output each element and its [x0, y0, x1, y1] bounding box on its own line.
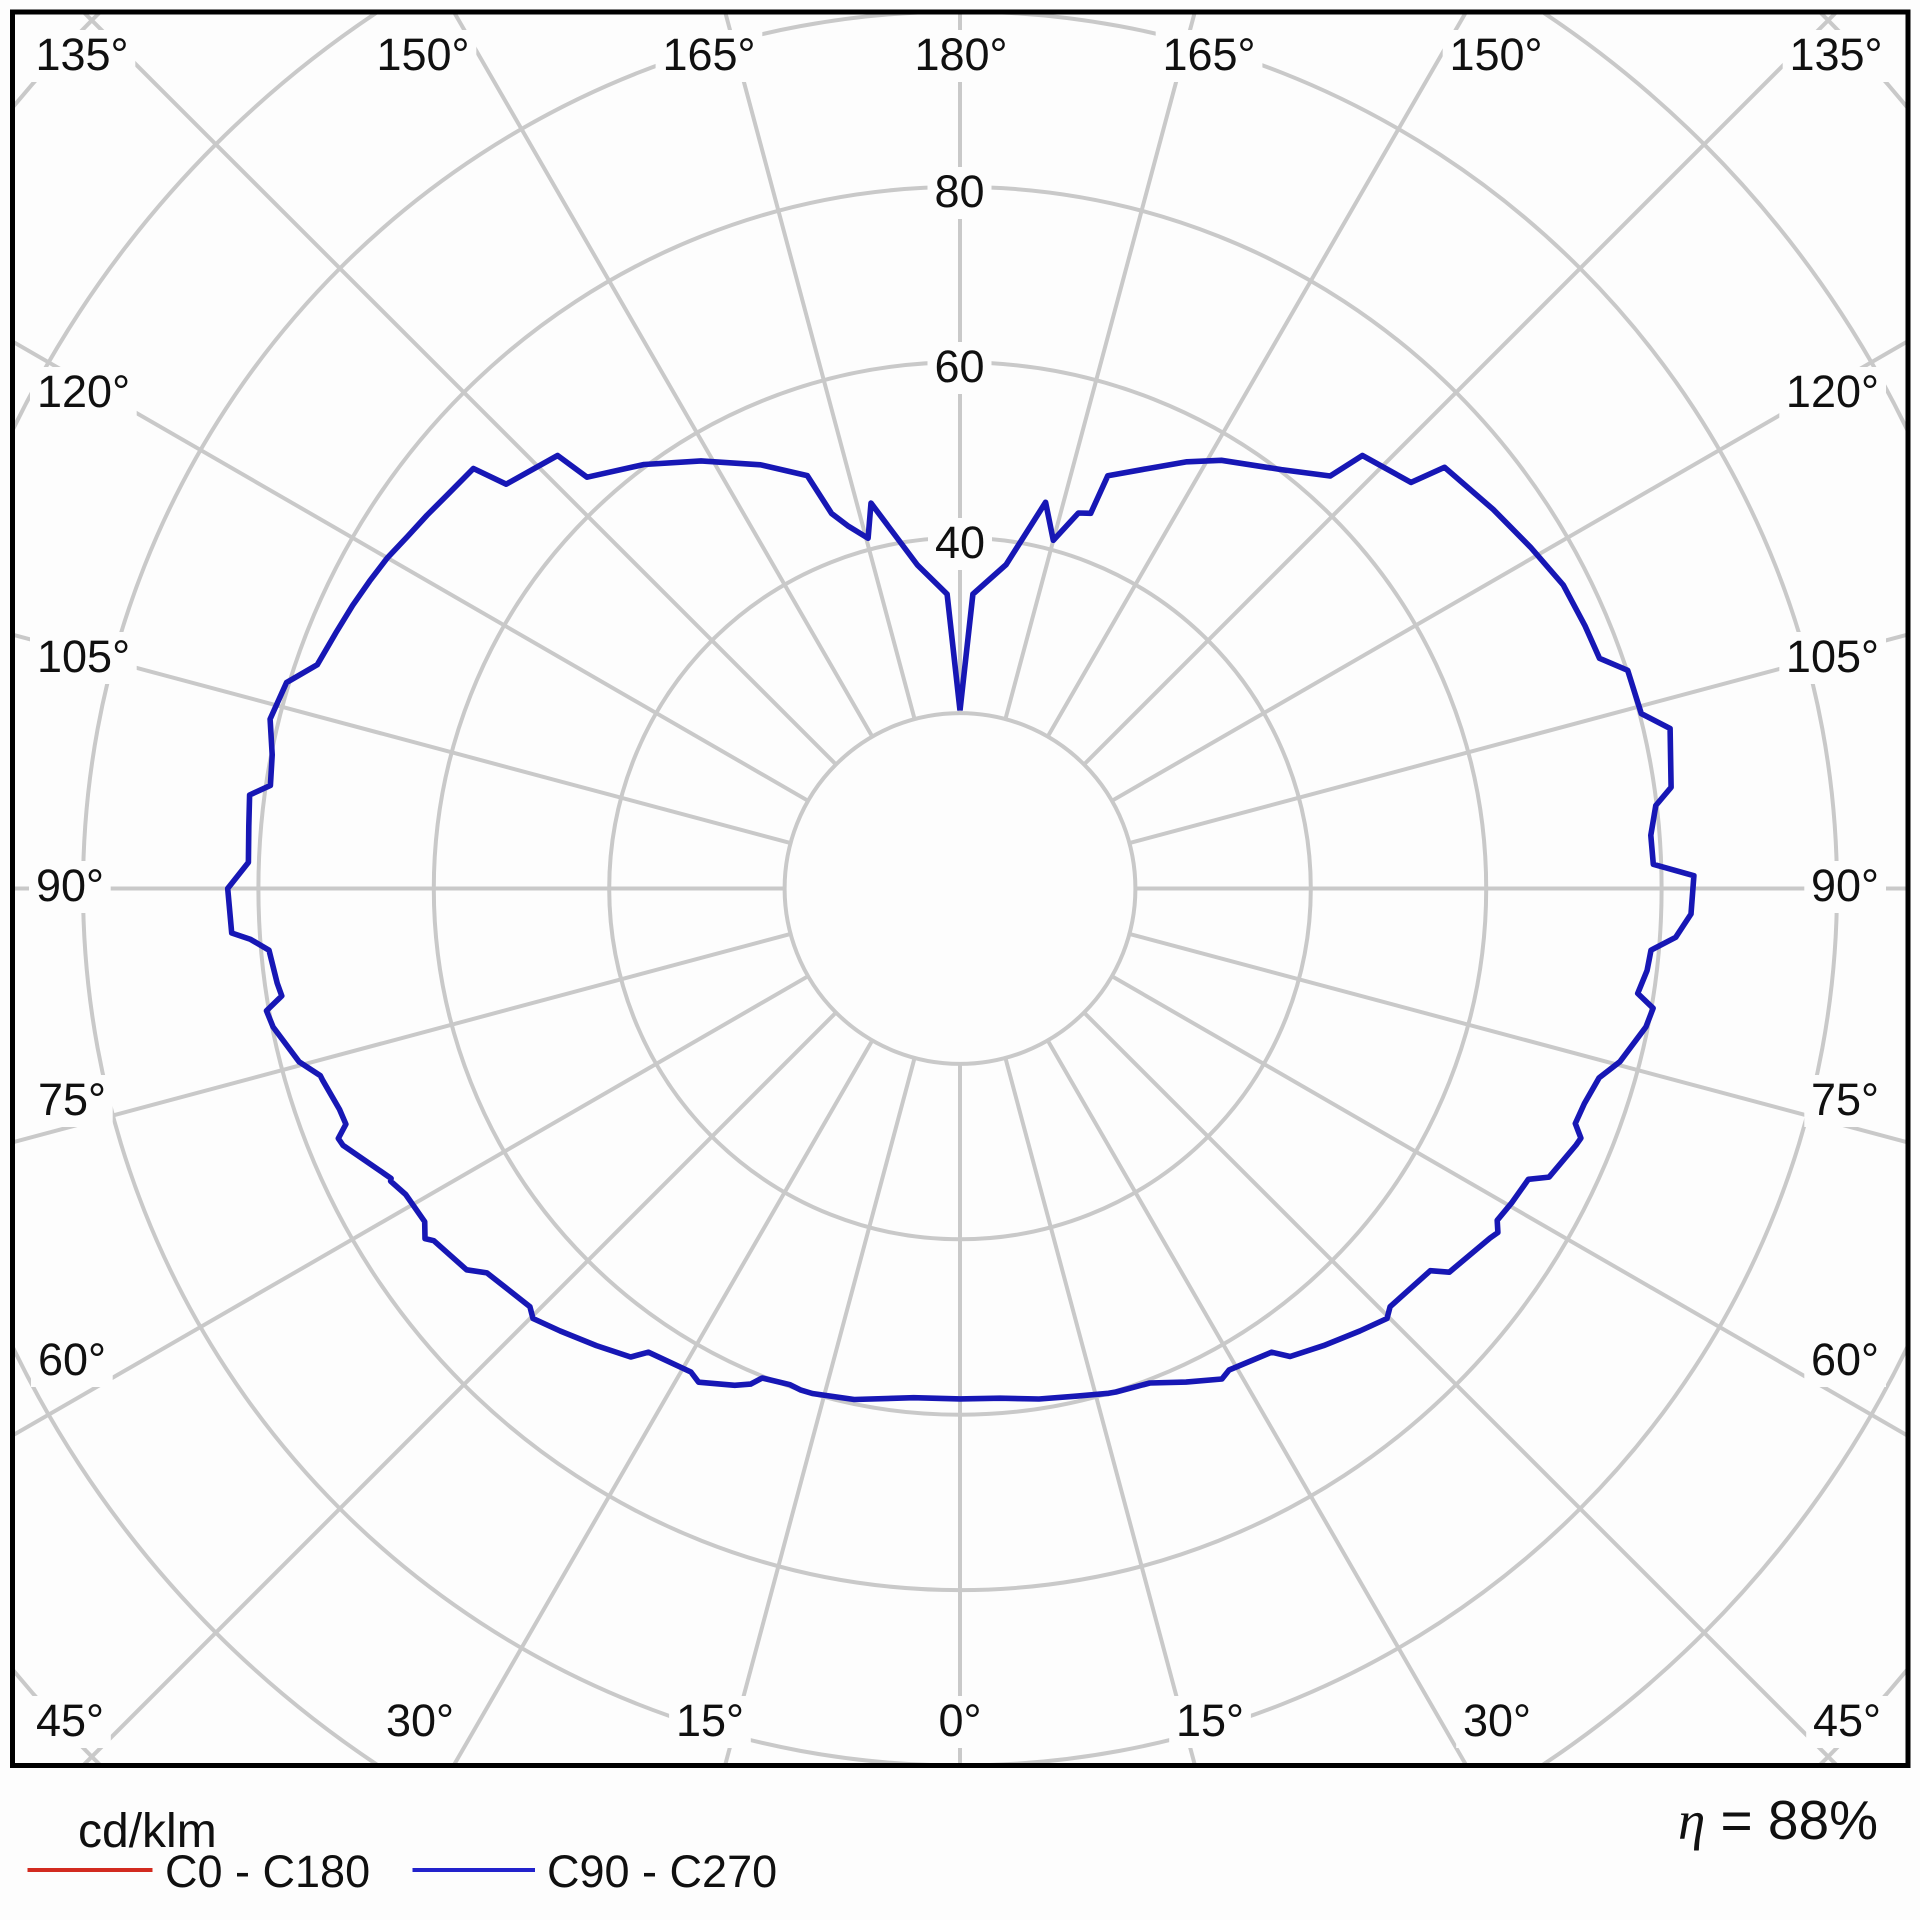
svg-text:90°: 90° — [1811, 860, 1879, 911]
svg-text:120°: 120° — [1786, 366, 1879, 417]
svg-text:135°: 135° — [1789, 29, 1882, 80]
svg-text:C0 - C180: C0 - C180 — [165, 1846, 370, 1897]
svg-text:45°: 45° — [36, 1695, 104, 1746]
svg-text:150°: 150° — [1449, 29, 1542, 80]
svg-text:C90 - C270: C90 - C270 — [547, 1846, 777, 1897]
svg-text:180°: 180° — [914, 29, 1007, 80]
svg-text:165°: 165° — [1162, 29, 1255, 80]
svg-text:η = 88%: η = 88% — [1678, 1789, 1878, 1851]
svg-text:0°: 0° — [938, 1695, 981, 1746]
svg-text:90°: 90° — [36, 860, 104, 911]
svg-text:60°: 60° — [1811, 1334, 1879, 1385]
svg-text:15°: 15° — [1176, 1695, 1244, 1746]
svg-text:15°: 15° — [676, 1695, 744, 1746]
svg-text:45°: 45° — [1813, 1695, 1881, 1746]
svg-text:105°: 105° — [37, 631, 130, 682]
svg-text:105°: 105° — [1786, 631, 1879, 682]
svg-text:150°: 150° — [376, 29, 469, 80]
svg-text:80: 80 — [934, 166, 984, 217]
svg-text:135°: 135° — [35, 29, 128, 80]
svg-text:30°: 30° — [1463, 1695, 1531, 1746]
svg-text:30°: 30° — [386, 1695, 454, 1746]
svg-text:60°: 60° — [38, 1334, 106, 1385]
svg-text:75°: 75° — [1811, 1074, 1879, 1125]
svg-text:60: 60 — [934, 341, 984, 392]
svg-text:120°: 120° — [37, 366, 130, 417]
svg-text:165°: 165° — [662, 29, 755, 80]
svg-text:40: 40 — [935, 517, 985, 568]
svg-text:cd/klm: cd/klm — [78, 1805, 217, 1858]
svg-text:75°: 75° — [38, 1074, 106, 1125]
